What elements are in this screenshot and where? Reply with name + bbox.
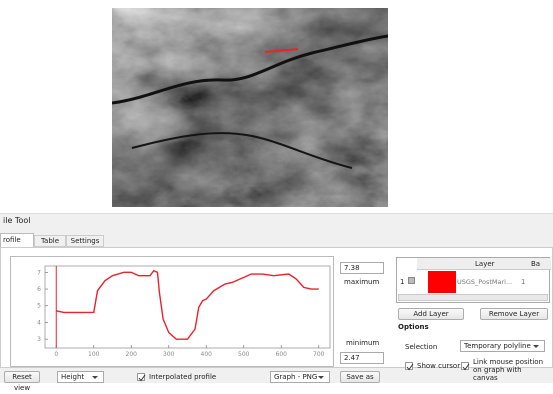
- row-checkbox[interactable]: [408, 277, 415, 284]
- link-label: Link mouse position on graph with canvas: [473, 358, 548, 382]
- x-tick-label: 600: [276, 351, 288, 358]
- tab[interactable]: Settings: [66, 235, 104, 247]
- x-tick-label: 700: [313, 351, 325, 358]
- screen: ile Tool rofile Table Settings 3 4 5 6 7 0 100…: [0, 0, 553, 383]
- y-tick-label: 7: [37, 269, 41, 276]
- y-tick-label: 5: [37, 303, 41, 310]
- x-tick-label: 0: [54, 351, 58, 358]
- y-tick-label: 6: [37, 286, 41, 293]
- min-spinbox[interactable]: 2.47: [340, 352, 384, 364]
- x-tick-label: 100: [88, 351, 100, 358]
- selection-value: Temporary polyline: [464, 342, 531, 350]
- mode-value: Height: [61, 373, 84, 381]
- y-tick-label: 3: [37, 336, 41, 343]
- column-header: Layer: [475, 260, 495, 268]
- terrain-shade: [112, 8, 388, 207]
- mode-dropdown[interactable]: Height: [57, 371, 104, 383]
- page: ile Tool rofile Table Settings 3 4 5 6 7 0 100…: [0, 0, 553, 383]
- selection-dropdown[interactable]: Temporary polyline: [460, 340, 545, 352]
- y-tick-label: 4: [37, 319, 41, 326]
- selection-label: Selection: [405, 343, 437, 351]
- layer-color[interactable]: [428, 271, 456, 293]
- layer-band: 1: [521, 278, 525, 286]
- add-layer-button[interactable]: Add Layer: [398, 308, 464, 320]
- min-value: 2.47: [344, 354, 360, 362]
- x-tick-label: 200: [126, 351, 138, 358]
- link-checkbox[interactable]: [461, 362, 469, 370]
- max-spinbox[interactable]: 7.38: [340, 262, 384, 274]
- max-value: 7.38: [344, 264, 360, 272]
- tab[interactable]: Table: [34, 235, 66, 247]
- x-tick-label: 400: [201, 351, 213, 358]
- show-cursor-checkbox[interactable]: [405, 362, 413, 370]
- profile-plot: 3 4 5 6 7 0 100 200 300 400 500 600 700: [10, 256, 335, 368]
- layer-table: Layer Ba 1 USGS_PostMari... 1: [396, 257, 550, 303]
- reset-view-button[interactable]: Reset view: [4, 371, 40, 383]
- x-tick-label: 300: [163, 351, 175, 358]
- interpolated-checkbox[interactable]: [137, 373, 145, 381]
- max-label: maximum: [344, 278, 379, 286]
- row-index: 1: [400, 278, 404, 286]
- tab[interactable]: rofile: [0, 233, 34, 247]
- interpolated-label: Interpolated profile: [149, 373, 216, 381]
- save-button[interactable]: Save as: [340, 371, 380, 383]
- options-title: Options: [398, 323, 429, 331]
- format-value: Graph - PNG: [274, 373, 317, 381]
- x-tick-label: 500: [238, 351, 250, 358]
- column-header: Ba: [531, 260, 540, 268]
- window-title: ile Tool: [3, 216, 30, 225]
- dem-map: [112, 8, 388, 207]
- format-dropdown[interactable]: Graph - PNG: [270, 371, 330, 383]
- show-cursor-label: Show cursor: [417, 362, 460, 370]
- scrollbar[interactable]: [398, 294, 548, 301]
- remove-layer-button[interactable]: Remove Layer: [480, 308, 548, 320]
- layer-name: USGS_PostMari...: [457, 278, 512, 286]
- min-label: minimum: [346, 339, 379, 347]
